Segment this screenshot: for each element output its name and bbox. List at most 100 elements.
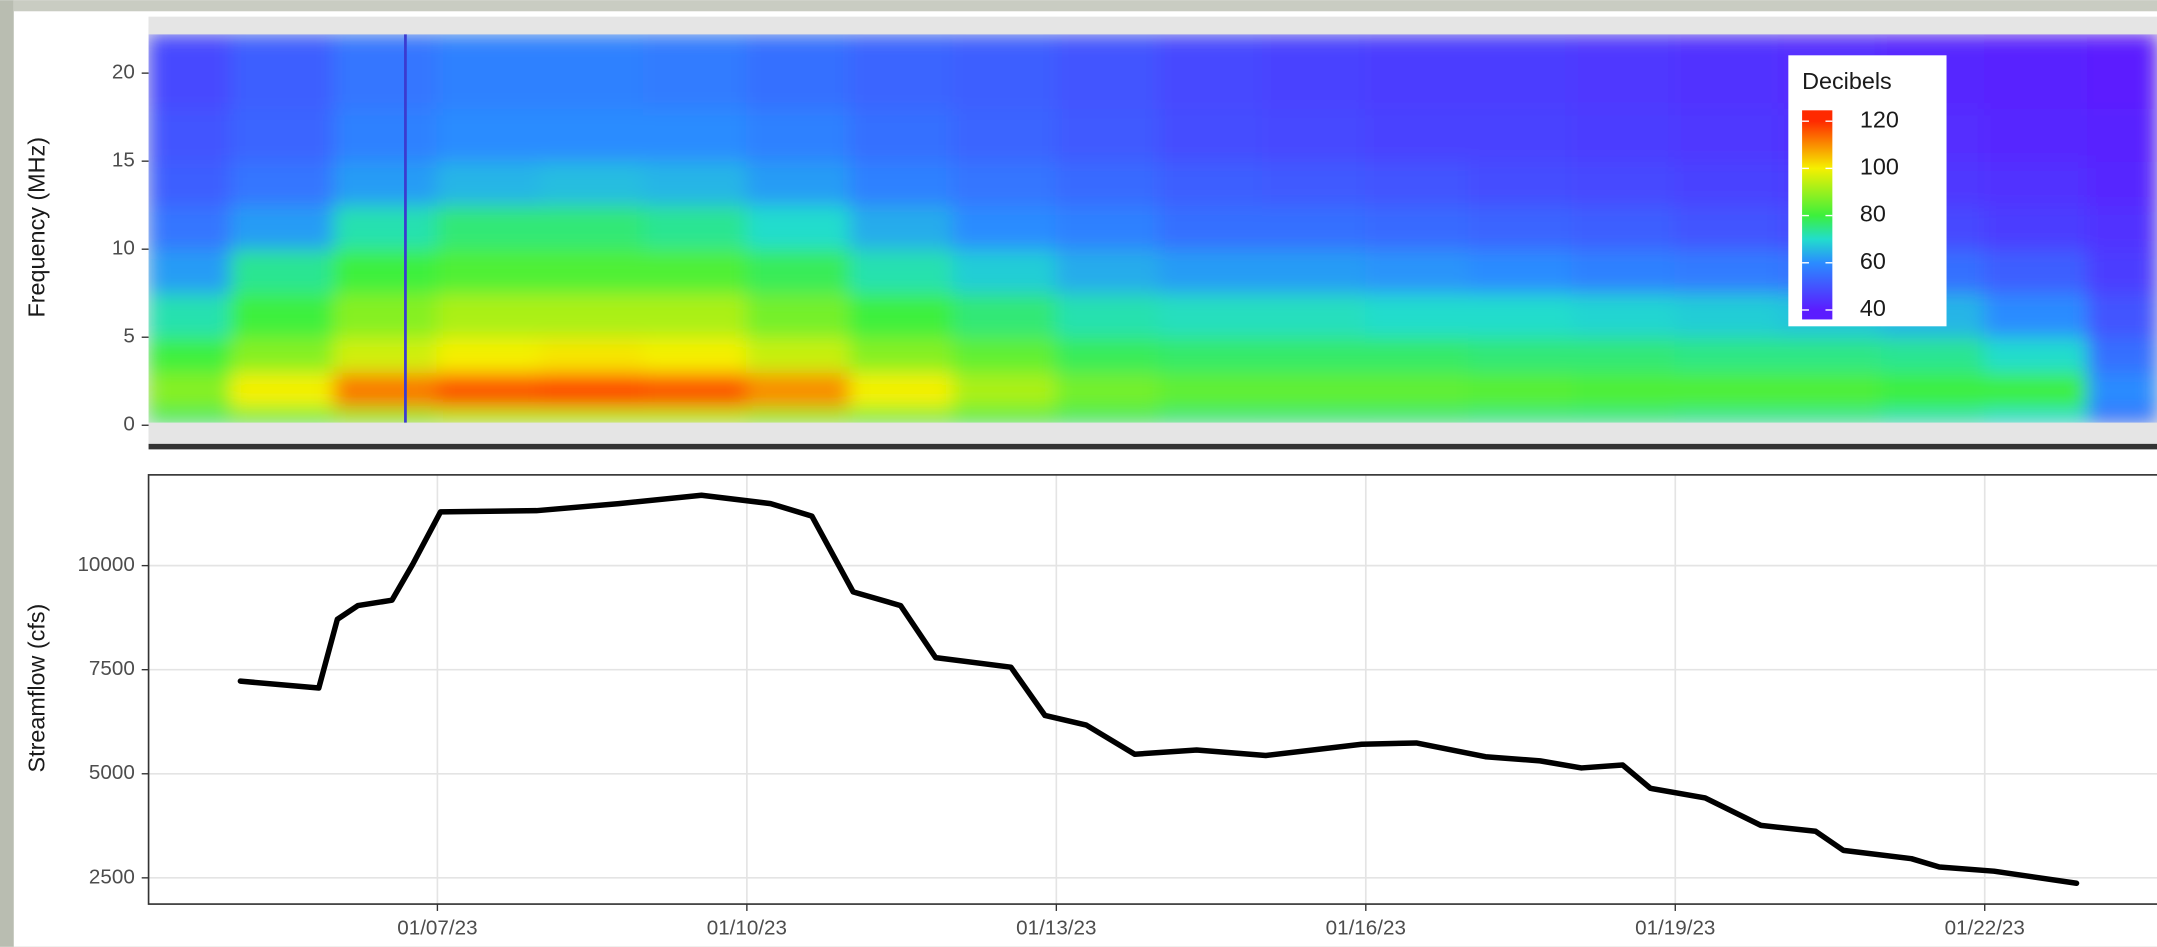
heatmap-cell	[540, 34, 645, 109]
heatmap-cell	[643, 108, 748, 162]
heatmap-cell	[437, 248, 542, 293]
heatmap-cell	[952, 34, 1057, 109]
y-axis-title: Streamflow (cfs)	[24, 604, 50, 773]
heatmap-cell	[1675, 204, 1780, 249]
y-tick-label: 20	[112, 61, 135, 84]
heatmap-cell	[1365, 293, 1470, 338]
heatmap-cell	[1056, 34, 1161, 109]
heatmap-cell	[1675, 34, 1780, 109]
heatmap-cell	[1468, 160, 1573, 205]
heatmap-cell	[1365, 108, 1470, 162]
heatmap-cell	[2087, 160, 2157, 205]
chart: 05101520Decibels406080100120 25005000750…	[0, 0, 2157, 947]
y-tick-label: 5000	[89, 761, 135, 784]
heatmap-cell	[849, 407, 954, 423]
heatmap-cell	[437, 337, 542, 374]
heatmap-cell	[334, 34, 439, 109]
heatmap-cell	[952, 372, 1057, 409]
heatmap-cell	[1262, 337, 1367, 374]
plot-background	[149, 475, 2157, 904]
heatmap-cell	[1571, 337, 1676, 374]
heatmap-cell	[643, 337, 748, 374]
heatmap-cell	[334, 372, 439, 409]
heatmap-cell	[1159, 372, 1264, 409]
heatmap-cell	[1984, 248, 2089, 293]
heatmap-cell	[1159, 337, 1264, 374]
heatmap-cell	[230, 337, 335, 374]
heatmap-cell	[952, 160, 1057, 205]
heatmap-cell	[849, 372, 954, 409]
heatmap-cell	[849, 160, 954, 205]
heatmap-cell	[2087, 407, 2157, 423]
heatmap-cell	[230, 160, 335, 205]
heatmap-cell	[1675, 372, 1780, 409]
heatmap-cell	[1056, 293, 1161, 338]
heatmap-cell	[952, 293, 1057, 338]
heatmap-cell	[1056, 248, 1161, 293]
y-tick-label: 2500	[89, 865, 135, 888]
heatmap-cell	[1778, 372, 1883, 409]
x-tick-label: 01/16/23	[1326, 916, 1406, 939]
heatmap-cell	[746, 160, 851, 205]
heatmap-cell	[1571, 204, 1676, 249]
heatmap-cell	[643, 248, 748, 293]
streamflow-panel: 2500500075001000001/07/2301/10/2301/13/2…	[77, 475, 2157, 939]
colorbar	[1802, 110, 1832, 319]
heatmap-cell	[849, 293, 954, 338]
heatmap-cell	[1159, 204, 1264, 249]
heatmap-cell	[540, 337, 645, 374]
heatmap-cell	[1675, 407, 1780, 423]
heatmap-cell	[540, 372, 645, 409]
top-edge	[14, 0, 2157, 11]
heatmap-cell	[849, 204, 954, 249]
heatmap-cell	[1984, 372, 2089, 409]
heatmap-cell	[746, 248, 851, 293]
heatmap-cell	[1468, 407, 1573, 423]
heatmap-cell	[2087, 248, 2157, 293]
heatmap-cell	[643, 407, 748, 423]
heatmap-cell	[1056, 160, 1161, 205]
heatmap-cell	[1056, 337, 1161, 374]
heatmap-cell	[148, 34, 232, 109]
top-strip	[149, 17, 2157, 35]
heatmap-cell	[334, 407, 439, 423]
heatmap-cell	[1675, 248, 1780, 293]
heatmap-cell	[1365, 160, 1470, 205]
heatmap-cell	[148, 337, 232, 374]
heatmap-cell	[746, 372, 851, 409]
heatmap-cell	[1159, 34, 1264, 109]
heatmap-cell	[952, 248, 1057, 293]
y-tick-label: 10	[112, 237, 135, 260]
heatmap-cell	[148, 108, 232, 162]
heatmap-cell	[746, 34, 851, 109]
heatmap-cell	[148, 293, 232, 338]
heatmap-cell	[1262, 160, 1367, 205]
heatmap-cell	[1778, 407, 1883, 423]
bottom-strip	[149, 423, 2157, 445]
heatmap-cell	[540, 108, 645, 162]
heatmap-cell	[1571, 293, 1676, 338]
heatmap-cell	[437, 204, 542, 249]
heatmap-cell	[1984, 34, 2089, 109]
heatmap-cell	[1984, 407, 2089, 423]
heatmap-cell	[1159, 293, 1264, 338]
heatmap-cell	[1571, 160, 1676, 205]
heatmap-cell	[643, 204, 748, 249]
heatmap-cell	[1468, 248, 1573, 293]
heatmap-cell	[1571, 407, 1676, 423]
heatmap-cell	[1262, 372, 1367, 409]
heatmap-cell	[1365, 34, 1470, 109]
heatmap-cell	[540, 293, 645, 338]
heatmap-cell	[1056, 372, 1161, 409]
heatmap-cell	[952, 337, 1057, 374]
heatmap-cell	[1056, 407, 1161, 423]
heatmap-cell	[1881, 407, 1986, 423]
heatmap-cell	[952, 108, 1057, 162]
heatmap-cell	[148, 407, 232, 423]
heatmap-cell	[1571, 108, 1676, 162]
heatmap-cell	[2087, 293, 2157, 338]
heatmap-cell	[952, 407, 1057, 423]
heatmap-cell	[849, 337, 954, 374]
heatmap-cell	[437, 293, 542, 338]
heatmap-cell	[230, 108, 335, 162]
